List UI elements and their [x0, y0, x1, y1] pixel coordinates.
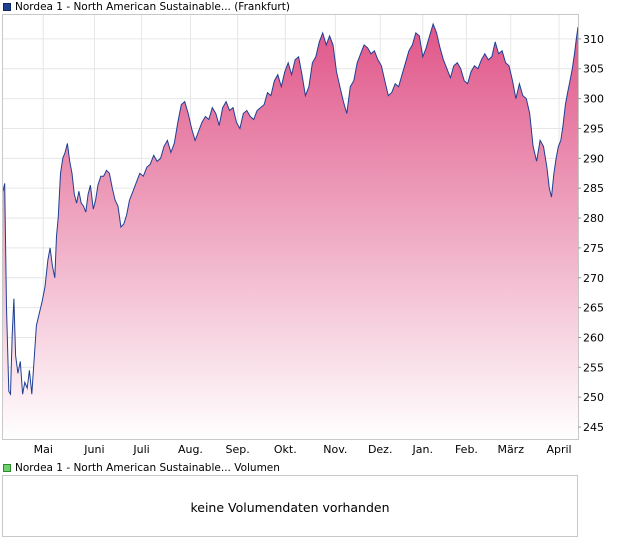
volume-panel: keine Volumendaten vorhanden — [2, 475, 578, 537]
y-tick-label: 265 — [583, 302, 604, 315]
y-tick-label: 285 — [583, 182, 604, 195]
y-tick-label: 275 — [583, 242, 604, 255]
y-tick-label: 260 — [583, 331, 604, 344]
volume-legend: Nordea 1 - North American Sustainable...… — [3, 461, 280, 475]
x-tick-label: Okt. — [274, 443, 297, 456]
y-tick-label: 305 — [583, 63, 604, 76]
x-tick-label: Nov. — [323, 443, 347, 456]
price-legend: Nordea 1 - North American Sustainable...… — [3, 0, 290, 14]
x-tick-label: März — [497, 443, 524, 456]
y-tick-label: 270 — [583, 272, 604, 285]
x-tick-label: Mai — [34, 443, 53, 456]
price-legend-label: Nordea 1 - North American Sustainable...… — [15, 1, 290, 13]
price-legend-swatch — [3, 3, 11, 11]
plot-frame — [2, 14, 579, 440]
x-tick-label: Dez. — [368, 443, 393, 456]
y-axis: 245 250 255 260 265 270 275 280 285 290 295 300 305 3… — [578, 33, 604, 434]
y-tick-label: 255 — [583, 361, 604, 374]
y-tick-label: 295 — [583, 122, 604, 135]
x-tick-label: Feb. — [455, 443, 478, 456]
y-tick-label: 245 — [583, 421, 604, 434]
price-chart: 245 250 255 260 265 270 275 280 285 290 295 300 305 3… — [2, 14, 604, 456]
x-tick-label: Sep. — [225, 443, 249, 456]
y-tick-label: 250 — [583, 391, 604, 404]
y-tick-label: 310 — [583, 33, 604, 46]
y-tick-label: 300 — [583, 93, 604, 106]
price-line — [2, 22, 579, 397]
y-tick-label: 280 — [583, 212, 604, 225]
price-area — [3, 24, 578, 439]
x-tick-label: Juli — [132, 443, 149, 456]
x-tick-label: Juni — [83, 443, 104, 456]
x-axis: Mai Juni Juli Aug. Sep. Okt. Nov. Dez. Jan. Feb. M… — [34, 443, 572, 456]
y-tick-label: 290 — [583, 152, 604, 165]
x-tick-label: April — [546, 443, 571, 456]
x-tick-label: Jan. — [412, 443, 433, 456]
volume-empty-message: keine Volumendaten vorhanden — [190, 500, 390, 515]
volume-legend-swatch — [3, 464, 11, 472]
x-tick-label: Aug. — [178, 443, 203, 456]
volume-legend-label: Nordea 1 - North American Sustainable...… — [15, 462, 280, 474]
